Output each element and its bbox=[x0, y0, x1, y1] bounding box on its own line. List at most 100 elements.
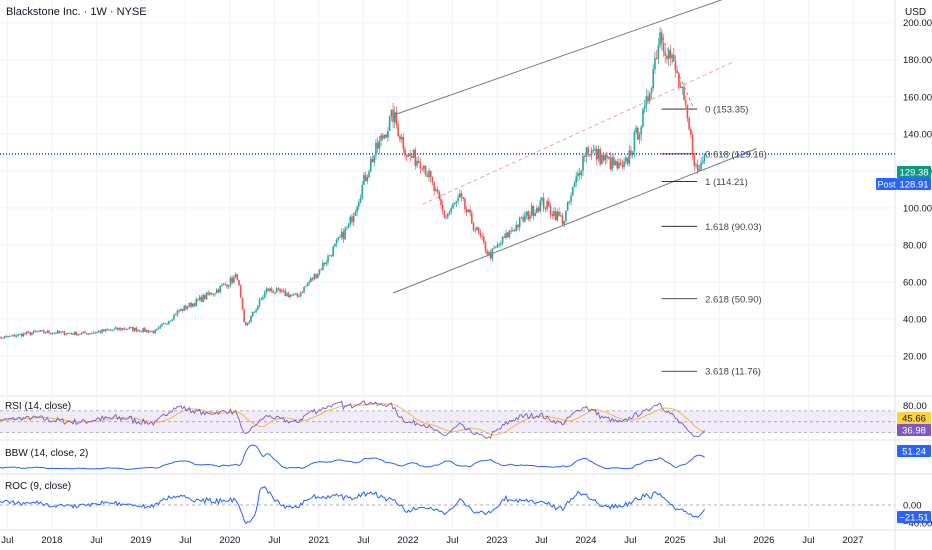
fib-level-label: 1 (114.21) bbox=[705, 177, 748, 188]
candle-body bbox=[453, 202, 456, 205]
candle-body bbox=[294, 293, 297, 295]
candle-body bbox=[296, 293, 299, 297]
fib-level-label: 3.618 (11.76) bbox=[705, 367, 761, 378]
candle-body bbox=[104, 329, 107, 332]
candle-body bbox=[486, 251, 488, 255]
candle-body bbox=[19, 333, 21, 335]
candle-body bbox=[253, 311, 256, 313]
candle-body bbox=[258, 299, 261, 306]
candle-body bbox=[142, 328, 144, 332]
candle-body bbox=[395, 111, 398, 125]
rsi-title[interactable]: RSI (14, close) bbox=[5, 401, 71, 412]
candle-body bbox=[635, 127, 637, 133]
candle-body bbox=[180, 308, 182, 311]
candle-body bbox=[630, 150, 632, 156]
candle-body bbox=[602, 154, 605, 161]
time-tick-label: Jul bbox=[535, 535, 547, 546]
candle-body bbox=[159, 325, 162, 328]
time-tick-label: 2023 bbox=[486, 535, 507, 546]
candle-body bbox=[31, 332, 33, 335]
candle-body bbox=[417, 160, 420, 164]
roc-title[interactable]: ROC (9, close) bbox=[5, 481, 71, 492]
roc-value: −21.51 bbox=[899, 513, 928, 524]
candle-body bbox=[188, 302, 191, 307]
candle-body bbox=[683, 87, 685, 100]
candle-body bbox=[246, 323, 249, 325]
candle-body bbox=[619, 162, 622, 165]
candle-body bbox=[144, 328, 146, 332]
candle-body bbox=[101, 329, 103, 333]
candle-body bbox=[241, 297, 244, 310]
candle-body bbox=[702, 160, 704, 163]
candle-body bbox=[604, 155, 607, 161]
candle-body bbox=[37, 331, 40, 333]
candle-body bbox=[224, 283, 227, 285]
candle-body bbox=[322, 262, 324, 270]
candle-body bbox=[518, 217, 521, 228]
candle-body bbox=[358, 202, 360, 207]
candle-body bbox=[72, 333, 74, 335]
candle-body bbox=[327, 255, 329, 263]
candle-body bbox=[65, 334, 67, 335]
candle-body bbox=[618, 162, 620, 169]
candle-body bbox=[529, 215, 531, 220]
candle-body bbox=[474, 230, 477, 231]
price-tick-label: 20.00 bbox=[903, 351, 927, 362]
candle-body bbox=[226, 284, 228, 287]
candle-body bbox=[85, 333, 88, 335]
candle-body bbox=[147, 330, 150, 333]
candle-body bbox=[443, 210, 446, 218]
candle-body bbox=[409, 153, 411, 156]
candle-body bbox=[678, 73, 680, 87]
candle-body bbox=[340, 231, 343, 238]
candle-body bbox=[150, 331, 153, 332]
candle-body bbox=[99, 331, 102, 333]
bbw-layer bbox=[0, 444, 705, 471]
candle-body bbox=[542, 197, 545, 209]
candle-body bbox=[482, 236, 485, 242]
candle-body bbox=[53, 332, 55, 334]
bbw-title[interactable]: BBW (14, close, 2) bbox=[5, 448, 88, 459]
candle-body bbox=[429, 170, 432, 178]
candle-body bbox=[522, 217, 524, 222]
candle-body bbox=[315, 274, 317, 279]
candle-body bbox=[245, 322, 247, 325]
candle-body bbox=[594, 148, 596, 151]
candle-body bbox=[222, 283, 225, 286]
candle-body bbox=[506, 232, 509, 238]
candle-body bbox=[92, 332, 95, 334]
candle-body bbox=[496, 244, 499, 248]
candle-body bbox=[121, 328, 124, 330]
candle-body bbox=[691, 134, 694, 156]
candle-body bbox=[660, 32, 663, 44]
price-tick-label: 180.00 bbox=[903, 55, 932, 66]
candle-body bbox=[582, 155, 584, 171]
candle-body bbox=[503, 236, 506, 239]
candle-body bbox=[423, 165, 425, 170]
candle-body bbox=[501, 236, 504, 244]
candle-body bbox=[571, 187, 574, 196]
candle-body bbox=[676, 70, 678, 74]
candle-body bbox=[585, 147, 588, 157]
time-tick-label: 2024 bbox=[575, 535, 596, 546]
candle-body bbox=[335, 239, 338, 244]
candle-body bbox=[48, 330, 50, 334]
candle-body bbox=[0, 337, 2, 339]
candle-body bbox=[166, 323, 168, 325]
candle-body bbox=[472, 223, 475, 231]
candle-body bbox=[657, 45, 660, 59]
candle-body bbox=[79, 334, 81, 335]
candle-body bbox=[659, 32, 661, 46]
candle-body bbox=[368, 171, 370, 178]
candle-body bbox=[566, 201, 569, 211]
candle-body bbox=[132, 327, 134, 331]
candle-body bbox=[311, 278, 314, 280]
bbw-line bbox=[0, 444, 705, 471]
candle-body bbox=[118, 328, 121, 330]
currency-label[interactable]: USD bbox=[905, 7, 926, 18]
candle-body bbox=[587, 147, 589, 155]
rsi-layer bbox=[0, 400, 895, 439]
candle-body bbox=[563, 221, 566, 225]
channel-mid-line bbox=[422, 61, 735, 205]
